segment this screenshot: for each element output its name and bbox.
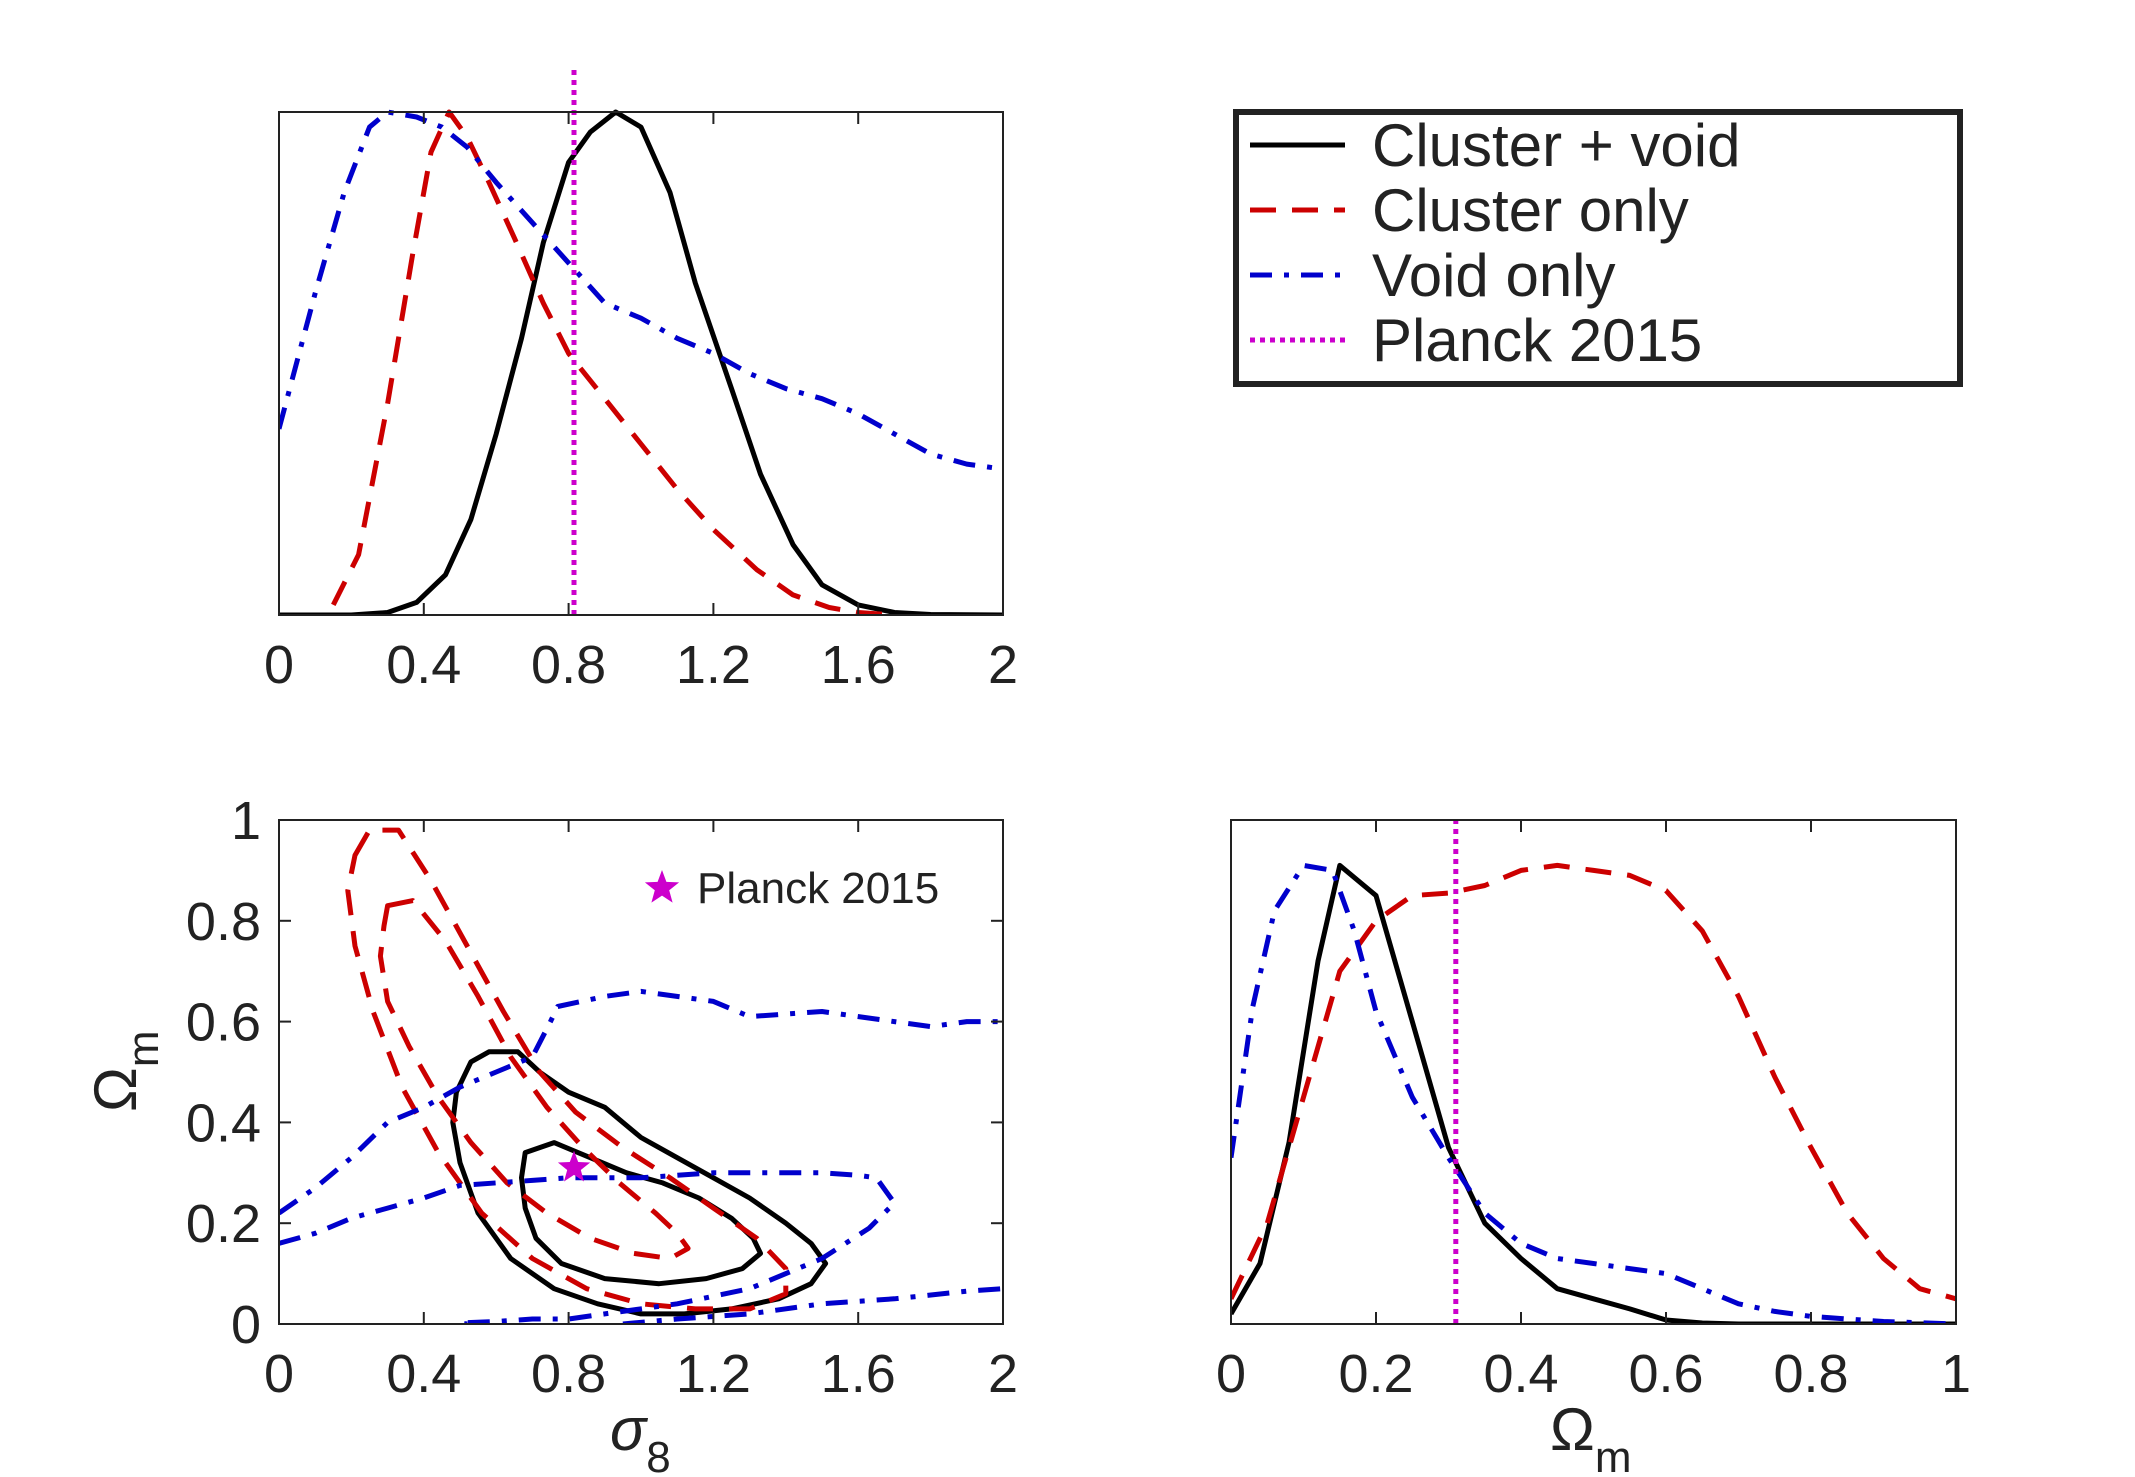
- planck-star-marker: [557, 1150, 591, 1182]
- series-cluster-void-68: [519, 1140, 763, 1287]
- legend-label-cluster-only: Cluster only: [1372, 177, 1689, 244]
- y-tick-label: 0: [231, 1295, 261, 1355]
- omega-marginal-panel: 0 0.2 0.4 0.6 0.8 1 Ωm: [1216, 819, 1971, 1477]
- series-cluster-only: [1231, 862, 1956, 1302]
- x-tick-label: 0.4: [386, 1344, 461, 1404]
- x-tick-label: 0.8: [1773, 1344, 1848, 1404]
- sigma8-marginal-panel: 0 0.4 0.8 1.2 1.6 2: [264, 66, 1018, 695]
- x-tick-label: 0.2: [1338, 1344, 1413, 1404]
- x-tick-label: 0.6: [1628, 1344, 1703, 1404]
- legend-label-void-only: Void only: [1372, 242, 1616, 309]
- legend-label-cluster-void: Cluster + void: [1372, 112, 1741, 179]
- omega-marginal-frame: [1230, 819, 1957, 1325]
- contour-frame: [278, 819, 1004, 1325]
- sigma8-marginal-frame: [278, 111, 1004, 616]
- x-tick-label: 0.8: [531, 1344, 606, 1404]
- legend-label-planck-2015: Planck 2015: [1372, 307, 1702, 374]
- series-void-only-68: [279, 1170, 897, 1324]
- series-cluster-only-95: [345, 827, 789, 1312]
- y-tick-label: 0.2: [186, 1194, 261, 1254]
- planck-annotation: Planck 2015: [557, 864, 939, 1182]
- x-tick-label: 1.2: [676, 635, 751, 695]
- series-void-only: [279, 109, 1003, 472]
- series-cluster-only-68: [377, 898, 691, 1261]
- series-cluster-void: [279, 109, 1003, 615]
- x-tick-label: 1.6: [821, 1344, 896, 1404]
- x-tick-label: 0.8: [531, 635, 606, 695]
- x-tick-label: 1.2: [676, 1344, 751, 1404]
- omega-m-x-axis-label: Ωm: [1550, 1396, 1632, 1477]
- omega-m-axis-label: Ωm: [82, 1030, 168, 1112]
- x-tick-label: 0.4: [386, 635, 461, 695]
- legend-box: [1233, 109, 1963, 387]
- x-tick-label: 1.6: [821, 635, 896, 695]
- y-tick-label: 0.8: [186, 892, 261, 952]
- planck-annotation-label: Planck 2015: [697, 864, 939, 913]
- y-tick-label: 1: [231, 791, 261, 851]
- sigma8-axis-label: σ8: [610, 1396, 671, 1477]
- planck-legend-star: [644, 870, 680, 903]
- series-void-only: [1231, 862, 1956, 1324]
- x-tick-label: 1: [1941, 1344, 1971, 1404]
- series-void-only-95: [279, 988, 1003, 1216]
- x-tick-label: 2: [988, 635, 1018, 695]
- y-tick-label: 0.4: [186, 1093, 261, 1153]
- x-tick-label: 0: [264, 1344, 294, 1404]
- x-tick-label: 0.4: [1483, 1344, 1558, 1404]
- y-tick-label: 0.6: [186, 993, 261, 1053]
- x-tick-label: 0: [264, 635, 294, 695]
- series-cluster-void: [1231, 862, 1956, 1324]
- x-tick-label: 2: [988, 1344, 1018, 1404]
- contour-panel: 0 0.4 0.8 1.2 1.6 2 0 0.2 0.4 0.6 0.8 1 Planck 2015…: [82, 791, 1018, 1477]
- series-cluster-only: [331, 109, 895, 615]
- series-void-only-lower: [622, 1286, 1003, 1324]
- x-tick-label: 0: [1216, 1344, 1246, 1404]
